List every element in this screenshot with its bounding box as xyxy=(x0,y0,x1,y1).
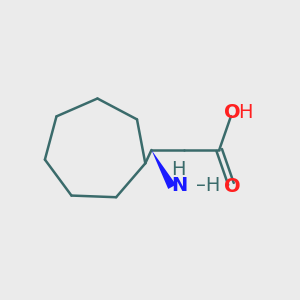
Text: O: O xyxy=(224,103,240,122)
Text: –H: –H xyxy=(196,176,220,195)
Text: H: H xyxy=(171,160,185,178)
Polygon shape xyxy=(152,150,176,189)
Text: O: O xyxy=(224,177,241,196)
Text: N: N xyxy=(171,176,188,195)
Text: H: H xyxy=(238,103,252,122)
